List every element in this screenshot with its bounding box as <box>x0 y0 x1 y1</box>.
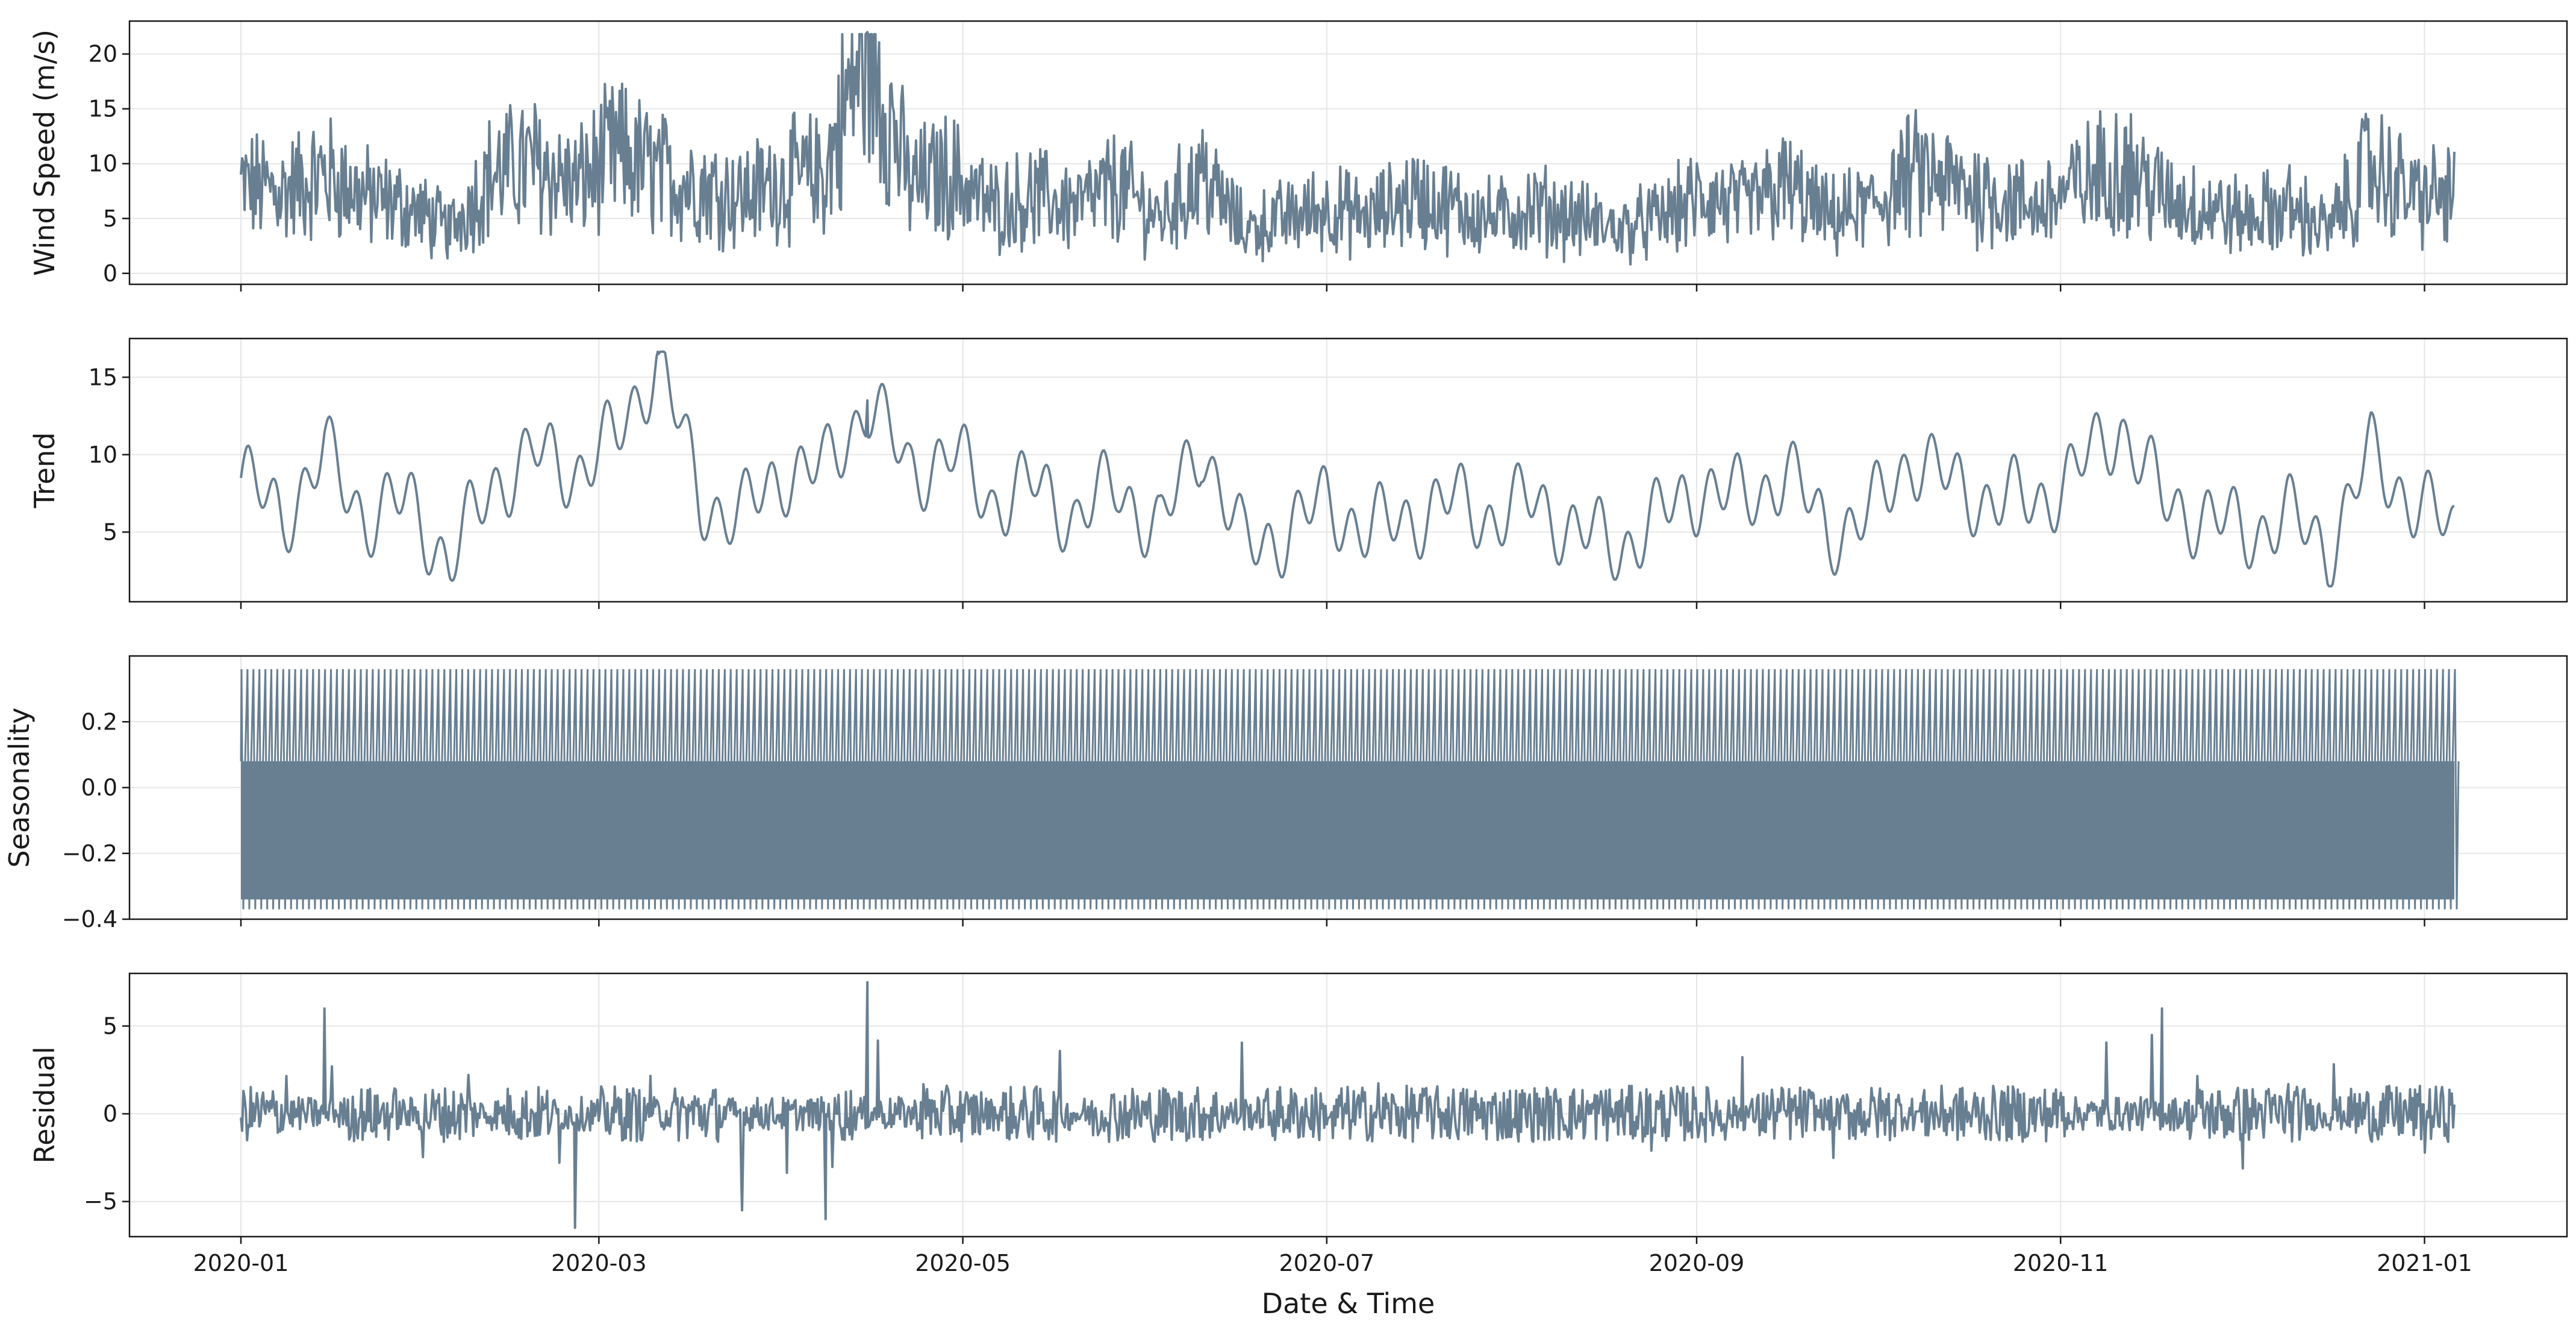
x-tick-label: 2020-01 <box>193 1250 289 1276</box>
axes-frame <box>128 337 2568 603</box>
trend-series-line <box>240 350 2455 588</box>
panel-residual: −5 0 5 2020-01 2020-03 2020-05 2020-07 2020-09 2… <box>28 972 2568 1320</box>
x-tick-label: 2021-01 <box>2377 1250 2472 1276</box>
y-tick-label: 15 <box>89 96 117 122</box>
x-tick-label: 2020-11 <box>2013 1250 2109 1276</box>
axes-frame <box>128 20 2568 286</box>
y-tick-label: 0.2 <box>81 708 117 735</box>
x-tick-label: 2020-05 <box>915 1250 1011 1276</box>
y-tick-label: 5 <box>103 205 117 232</box>
seasonality-series-line <box>240 669 2460 910</box>
x-axis-label: Date & Time <box>1262 1287 1435 1320</box>
y-axis-label: Seasonality <box>3 708 36 868</box>
y-tick-label: −0.2 <box>62 840 117 867</box>
y-axis-label: Trend <box>28 432 61 509</box>
x-tick-label: 2020-03 <box>551 1250 647 1276</box>
y-tick-label: −5 <box>84 1188 117 1215</box>
y-tick-label: 0 <box>103 260 117 287</box>
y-tick-label: 5 <box>103 519 117 545</box>
y-tick-label: 5 <box>103 1013 117 1039</box>
y-tick-label: −0.4 <box>62 906 117 932</box>
y-tick-label: 10 <box>89 151 117 177</box>
residual-series-line <box>240 981 2456 1229</box>
y-tick-label: 0 <box>103 1101 117 1127</box>
panel-wind_speed: 0 5 10 15 20 Wind Speed (m/s) <box>28 20 2568 292</box>
panel-seasonality: −0.4 −0.2 0.0 0.2 Seasonality <box>3 655 2568 932</box>
panel-trend: 5 10 15 Trend <box>28 337 2568 609</box>
x-tick-label: 2020-09 <box>1649 1250 1745 1276</box>
y-tick-label: 20 <box>89 41 117 67</box>
y-tick-label: 0.0 <box>81 775 117 801</box>
y-tick-label: 15 <box>89 364 117 390</box>
wind_speed-series-line <box>240 31 2456 266</box>
y-tick-label: 10 <box>89 442 117 468</box>
x-tick-label: 2020-07 <box>1279 1250 1374 1276</box>
axes-frame <box>128 972 2568 1238</box>
y-axis-label: Wind Speed (m/s) <box>28 30 61 276</box>
y-axis-label: Residual <box>28 1046 61 1163</box>
